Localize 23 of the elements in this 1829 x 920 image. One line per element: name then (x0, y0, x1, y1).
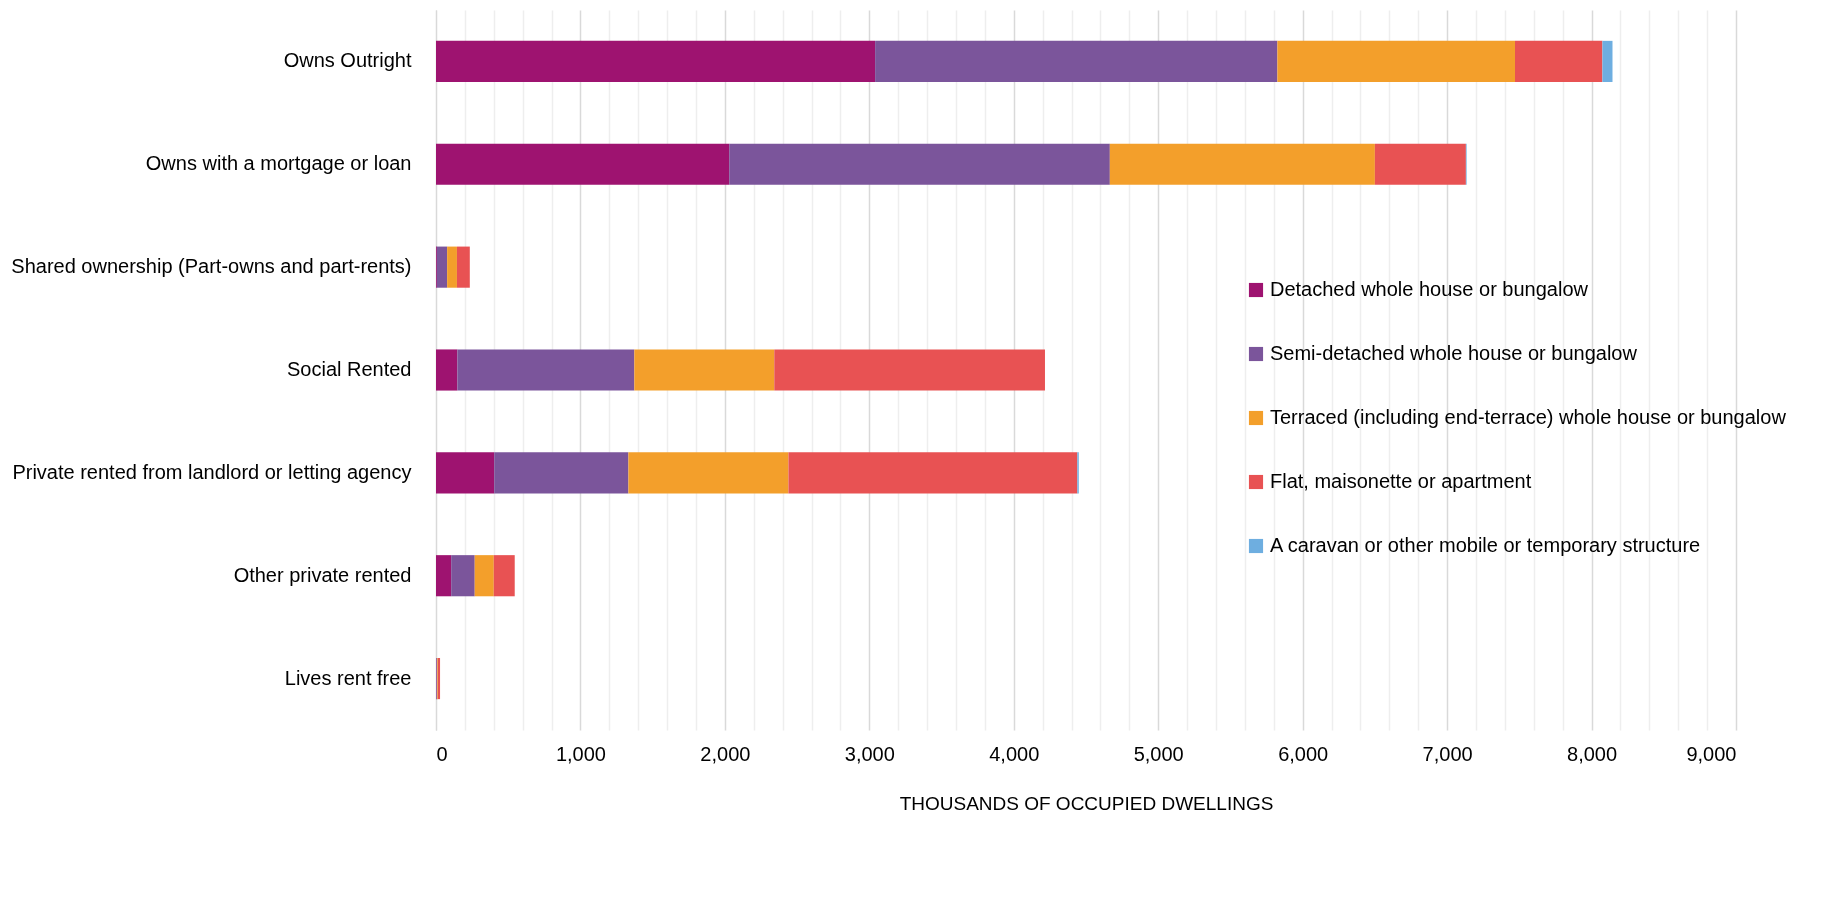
x-tick-label: 6,000 (1278, 742, 1329, 765)
y-tick-label: Private rented from landlord or letting agency (12, 460, 412, 483)
y-tick-label: Owns Outright (283, 49, 412, 72)
legend-label: Terraced (including end-terrace) whole house or bungalow (1270, 406, 1787, 428)
x-tick-label: 1,000 (555, 742, 606, 765)
x-tick-label: 0 (436, 742, 448, 765)
x-tick-label: 7,000 (1422, 742, 1473, 765)
y-tick-label: Social Rented (286, 358, 412, 380)
legend-label: Semi-detached whole house or bungalow (1270, 342, 1638, 364)
x-tick-label: 4,000 (989, 742, 1040, 765)
x-tick-label: 3,000 (844, 742, 895, 765)
x-tick-label: 5,000 (1133, 742, 1184, 765)
x-axis-title: THOUSANDS OF OCCUPIED DWELLINGS (899, 792, 1274, 814)
y-tick-label: Owns with a mortgage or loan (145, 152, 412, 175)
legend-label: Detached whole house or bungalow (1270, 278, 1589, 300)
y-tick-label: Shared ownership (Part-owns and part-rents) (11, 255, 412, 278)
legend-label: A caravan or other mobile or temporary structure (1270, 534, 1701, 556)
x-tick-label: 2,000 (700, 742, 751, 765)
legend-label: Flat, maisonette or apartment (1270, 470, 1532, 492)
y-tick-label: Other private rented (233, 563, 412, 586)
x-tick-label: 8,000 (1567, 742, 1618, 765)
x-tick-label: 9,000 (1686, 742, 1737, 765)
y-tick-label: Lives rent free (284, 666, 412, 689)
